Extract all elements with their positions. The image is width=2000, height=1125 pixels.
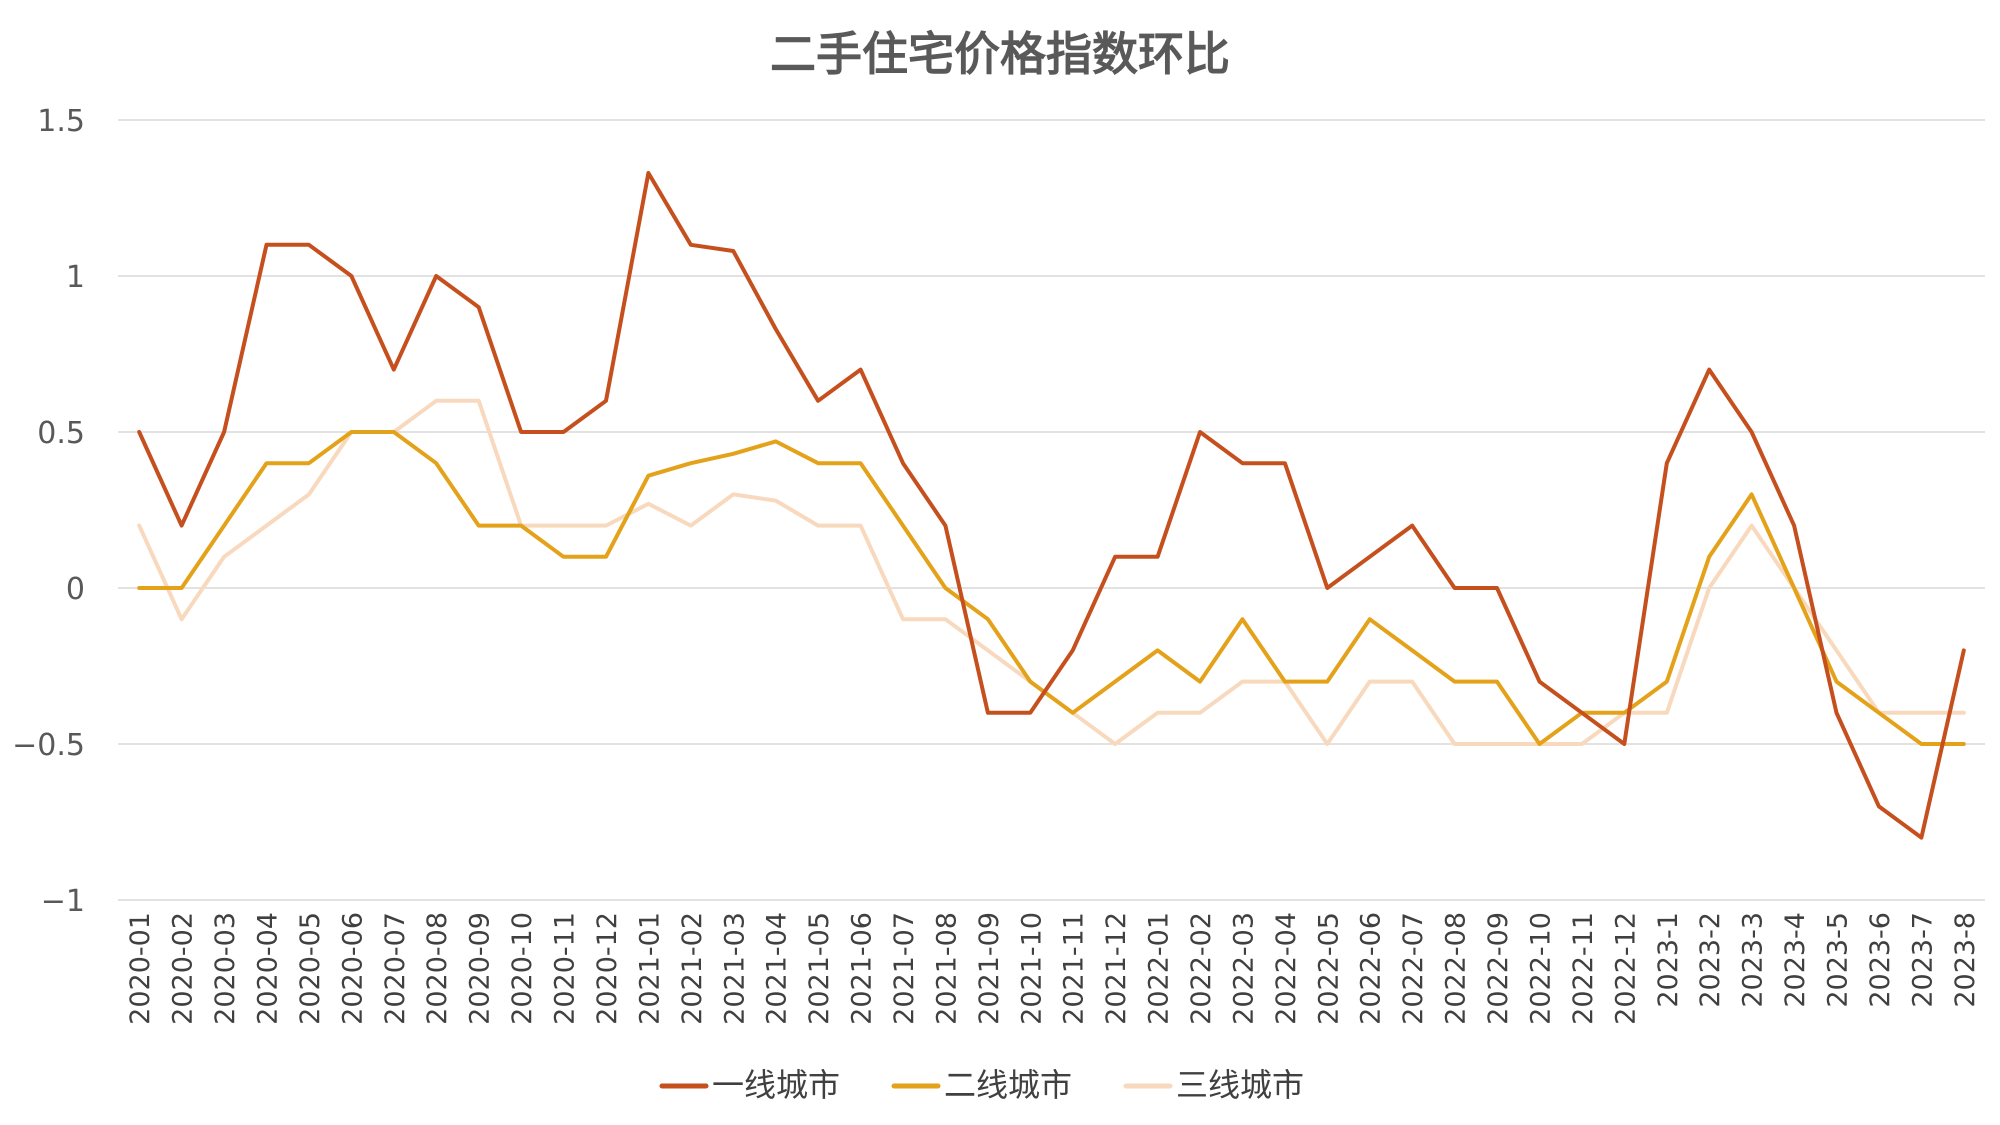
x-tick-label: 2022-06: [1356, 912, 1387, 1025]
x-tick-label: 2021-03: [719, 912, 750, 1025]
x-tick-label: 2022-08: [1441, 912, 1472, 1025]
x-tick-label: 2020-02: [168, 912, 199, 1025]
x-tick-label: 2020-05: [295, 912, 326, 1025]
x-tick-label: 2022-11: [1568, 912, 1599, 1025]
x-tick-label: 2021-02: [677, 912, 708, 1025]
x-tick-label: 2022-07: [1398, 912, 1429, 1025]
x-tick-label: 2021-09: [974, 912, 1005, 1025]
y-tick-label: 0: [66, 572, 85, 607]
x-tick-label: 2021-07: [889, 912, 920, 1025]
x-tick-label: 2022-05: [1313, 912, 1344, 1025]
x-tick-label: 2022-03: [1228, 912, 1259, 1025]
y-axis-ticks: 1.5 1 0.5 0 −0.5 −1: [12, 104, 85, 919]
x-tick-label: 2020-04: [253, 912, 284, 1025]
x-tick-label: 2021-10: [1016, 912, 1047, 1025]
x-tick-label: 2020-09: [465, 912, 496, 1025]
x-axis-ticks: 2020-01 2020-02 2020-03 2020-04 2020-05 2020-…: [125, 912, 1981, 1025]
x-tick-label: 2020-06: [337, 912, 368, 1025]
x-tick-label: 2020-10: [507, 912, 538, 1025]
x-tick-label: 2022-04: [1271, 912, 1302, 1025]
x-tick-label: 2020-12: [592, 912, 623, 1025]
x-tick-label: 2021-01: [634, 912, 665, 1025]
legend-label: 二线城市: [944, 1066, 1072, 1104]
x-tick-label: 2021-12: [1101, 912, 1132, 1025]
gridlines: [118, 119, 1985, 901]
x-tick-label: 2023-8: [1950, 912, 1981, 1008]
y-tick-label: −0.5: [12, 728, 85, 763]
series-lines: [137, 171, 1966, 840]
x-tick-label: 2020-11: [550, 912, 581, 1025]
x-tick-label: 2022-09: [1483, 912, 1514, 1025]
x-tick-label: 2020-03: [210, 912, 241, 1025]
legend-label: 一线城市: [712, 1066, 840, 1104]
x-tick-label: 2021-06: [847, 912, 878, 1025]
x-tick-label: 2020-07: [380, 912, 411, 1025]
legend-label: 三线城市: [1176, 1066, 1304, 1104]
x-tick-label: 2023-6: [1865, 912, 1896, 1008]
x-tick-label: 2022-12: [1610, 912, 1641, 1025]
x-tick-label: 2022-02: [1186, 912, 1217, 1025]
x-tick-label: 2023-4: [1780, 912, 1811, 1008]
y-tick-label: 1.5: [37, 104, 85, 139]
y-tick-label: 1: [66, 260, 85, 295]
x-tick-label: 2023-1: [1653, 912, 1684, 1008]
x-tick-label: 2020-01: [125, 912, 156, 1025]
chart-title: 二手住宅价格指数环比: [770, 27, 1230, 81]
y-tick-label: 0.5: [37, 416, 85, 451]
x-tick-label: 2020-08: [422, 912, 453, 1025]
series-line-1: [137, 171, 1966, 840]
x-tick-label: 2023-3: [1738, 912, 1769, 1008]
x-tick-label: 2021-11: [1059, 912, 1090, 1025]
x-tick-label: 2021-04: [762, 912, 793, 1025]
x-tick-label: 2021-08: [931, 912, 962, 1025]
y-tick-label: −1: [41, 884, 85, 919]
series-line-2: [137, 430, 1966, 746]
x-tick-label: 2023-2: [1695, 912, 1726, 1008]
legend: 一线城市 二线城市 三线城市: [659, 1066, 1304, 1104]
series-line-3: [137, 398, 1966, 746]
x-tick-label: 2023-5: [1822, 912, 1853, 1008]
x-tick-label: 2021-05: [804, 912, 835, 1025]
x-tick-label: 2023-7: [1907, 912, 1938, 1008]
x-tick-label: 2022-01: [1144, 912, 1175, 1025]
x-tick-label: 2022-10: [1525, 912, 1556, 1025]
